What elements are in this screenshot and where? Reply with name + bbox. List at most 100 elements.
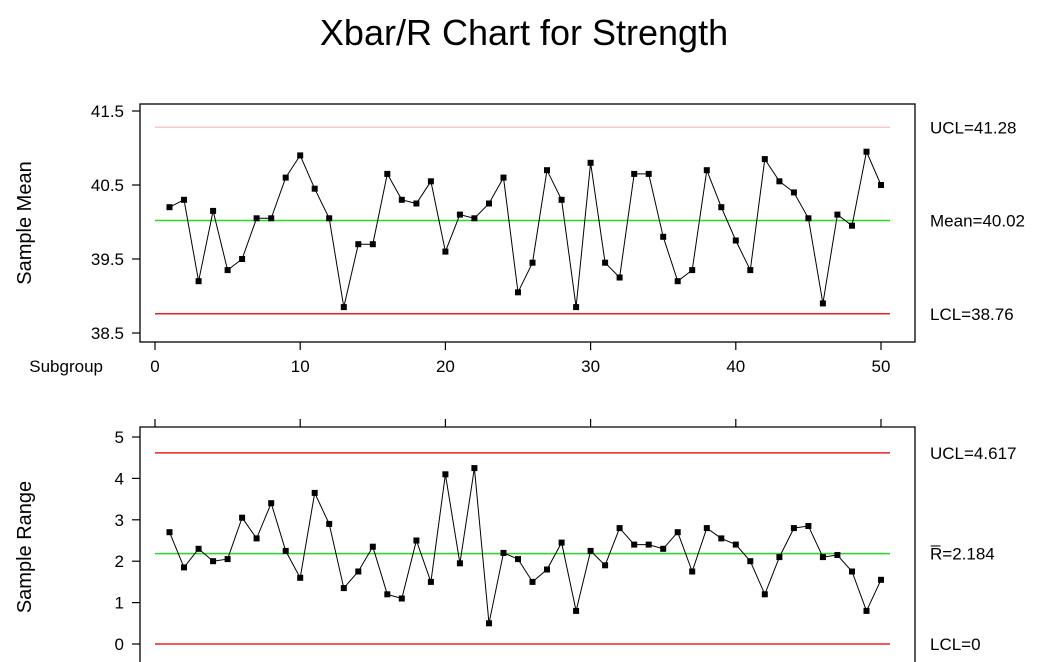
data-point — [602, 562, 609, 569]
data-point — [326, 520, 333, 527]
data-point — [587, 159, 594, 166]
range-panel: 0 1 2 3 4 5 Sample Range UCL=4.617 R̅=2.184 LCL=0 — [14, 419, 1016, 662]
y-axis-label: Sample Mean — [14, 161, 36, 284]
data-point — [718, 204, 725, 211]
data-point — [544, 566, 550, 573]
data-point — [355, 241, 362, 248]
data-point — [326, 215, 333, 222]
data-point — [689, 568, 696, 575]
y-tick-label: 38.5 — [91, 324, 124, 343]
x-tick-label: 40 — [726, 357, 745, 376]
y-tick-label: 4 — [115, 469, 124, 488]
data-point — [398, 595, 405, 602]
data-point — [674, 529, 681, 536]
data-point — [834, 552, 841, 558]
data-point — [602, 259, 609, 266]
x-tick-label: 30 — [581, 357, 600, 376]
data-point — [703, 525, 710, 532]
x-tick-label: 50 — [872, 357, 891, 376]
data-point — [660, 545, 667, 552]
x-axis-label: Subgroup — [29, 357, 103, 376]
data-point — [282, 547, 289, 554]
data-point — [384, 170, 391, 177]
data-point — [645, 541, 652, 548]
data-point — [790, 189, 797, 196]
data-point — [732, 237, 739, 244]
data-point — [718, 535, 725, 542]
data-point — [181, 564, 187, 571]
plot-frame — [139, 103, 916, 343]
data-point — [674, 278, 681, 285]
data-point — [297, 574, 304, 581]
data-line — [169, 150, 882, 308]
data-point — [442, 248, 449, 255]
data-point — [529, 578, 536, 585]
data-point — [761, 156, 768, 163]
data-point — [616, 274, 623, 281]
data-point — [878, 182, 884, 188]
data-point — [398, 196, 405, 203]
data-point — [529, 259, 536, 266]
data-point — [427, 178, 434, 185]
data-point — [282, 174, 289, 181]
data-point — [573, 304, 580, 311]
y-tick-label: 39.5 — [91, 250, 124, 269]
data-point — [747, 558, 754, 565]
data-point — [195, 278, 202, 285]
data-point — [210, 207, 217, 214]
data-point — [573, 607, 580, 614]
ucl-label: UCL=41.28 — [930, 118, 1016, 137]
ucl-label: UCL=4.617 — [930, 444, 1016, 463]
lcl-label: LCL=38.76 — [930, 305, 1014, 324]
data-point — [805, 523, 812, 529]
data-point — [689, 267, 696, 274]
data-point — [558, 196, 565, 203]
data-point — [253, 215, 260, 222]
data-point — [297, 152, 304, 159]
data-point — [456, 560, 463, 567]
data-point — [471, 465, 478, 472]
data-point — [427, 578, 434, 585]
data-point — [369, 241, 376, 248]
data-point — [413, 537, 420, 544]
data-point — [239, 256, 246, 262]
data-point — [819, 554, 826, 561]
data-point — [747, 267, 754, 274]
data-point — [544, 167, 550, 174]
data-point — [195, 545, 202, 552]
data-point — [384, 591, 391, 598]
y-tick-label: 5 — [115, 428, 124, 447]
data-point — [210, 558, 217, 565]
data-point — [500, 549, 507, 556]
data-point — [515, 556, 521, 563]
data-point — [268, 500, 275, 507]
data-point — [849, 568, 855, 575]
data-point — [863, 607, 870, 614]
data-point — [355, 568, 362, 575]
xbar-panel: 38.5 39.5 40.5 41.5 Sample Mean 0 10 20 30 40 50 Su… — [14, 102, 1025, 376]
data-point — [239, 514, 246, 521]
center-label: R̅=2.184 — [930, 545, 995, 564]
data-point — [616, 525, 623, 532]
data-point — [819, 300, 826, 307]
data-point — [166, 529, 173, 536]
data-point — [776, 554, 783, 561]
y-tick-label: 0 — [115, 635, 124, 654]
data-point — [369, 543, 376, 550]
y-tick-label: 41.5 — [91, 102, 124, 121]
data-point — [340, 585, 347, 592]
y-tick-label: 2 — [115, 552, 124, 571]
data-point — [863, 148, 870, 155]
center-label: Mean=40.02 — [930, 212, 1025, 231]
data-point — [703, 167, 710, 174]
data-point — [311, 489, 318, 496]
data-point — [515, 289, 521, 296]
data-point — [761, 591, 768, 598]
data-point — [660, 233, 667, 240]
data-point — [181, 196, 187, 203]
data-point — [442, 471, 449, 478]
x-tick-label: 20 — [436, 357, 455, 376]
data-point — [587, 547, 594, 554]
y-tick-label: 3 — [115, 511, 124, 530]
